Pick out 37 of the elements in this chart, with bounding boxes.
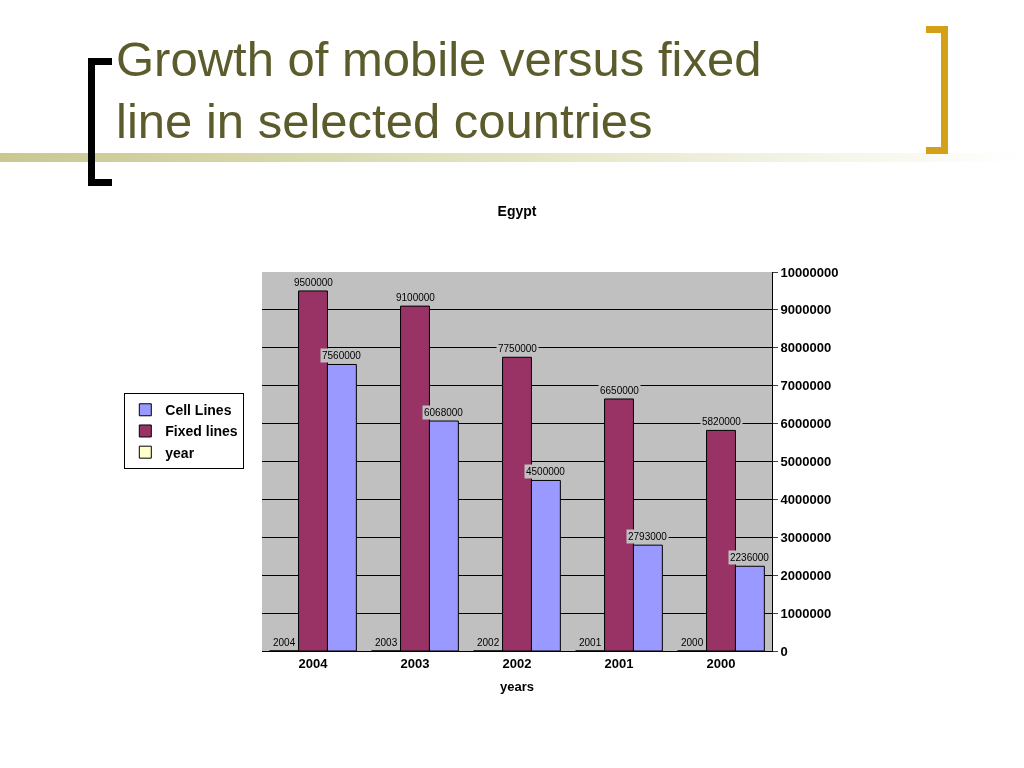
chart-subtitle: Egypt (497, 203, 537, 220)
y-tick-label: 8000000 (780, 340, 832, 356)
y-tick-label: 3000000 (780, 529, 832, 545)
data-label: 6650000 (600, 385, 640, 396)
data-label: 7560000 (322, 350, 362, 361)
data-label: 2000 (681, 637, 704, 648)
data-label: 2793000 (628, 531, 668, 542)
x-tick-label: 2002 (502, 655, 532, 671)
y-tick-label: 4000000 (780, 491, 832, 507)
y-tick-label: 2000000 (780, 567, 832, 583)
data-label: 7750000 (498, 343, 538, 354)
y-tick-label: 6000000 (780, 416, 832, 432)
legend-label: Cell Lines (165, 402, 232, 419)
chart-title: Growth of mobile versus fixed line in selected countries (116, 31, 763, 150)
data-label: 2003 (375, 637, 398, 648)
data-label: 2002 (477, 637, 500, 648)
y-tick-label: 7000000 (780, 378, 832, 394)
x-tick-label: 2000 (706, 655, 736, 671)
data-label: 4500000 (526, 466, 566, 477)
y-tick-label: 0 (780, 643, 788, 659)
legend-label: year (165, 444, 195, 461)
data-label: 2001 (579, 637, 602, 648)
data-label: 6068000 (424, 407, 464, 418)
data-label: 9100000 (396, 292, 436, 303)
x-tick-label: 2004 (298, 655, 329, 671)
legend-label: Fixed lines (165, 423, 238, 440)
data-label: 2004 (273, 637, 296, 648)
y-tick-label: 10000000 (780, 264, 839, 280)
data-label: 2236000 (730, 552, 770, 563)
data-label: 5820000 (702, 416, 742, 427)
y-tick-label: 5000000 (780, 454, 832, 470)
y-tick-label: 9000000 (780, 302, 832, 318)
x-tick-label: 2001 (604, 655, 634, 671)
x-tick-label: 2003 (400, 655, 430, 671)
x-axis-title: years (500, 679, 534, 695)
data-label: 9500000 (294, 277, 334, 288)
y-tick-label: 1000000 (780, 605, 832, 621)
